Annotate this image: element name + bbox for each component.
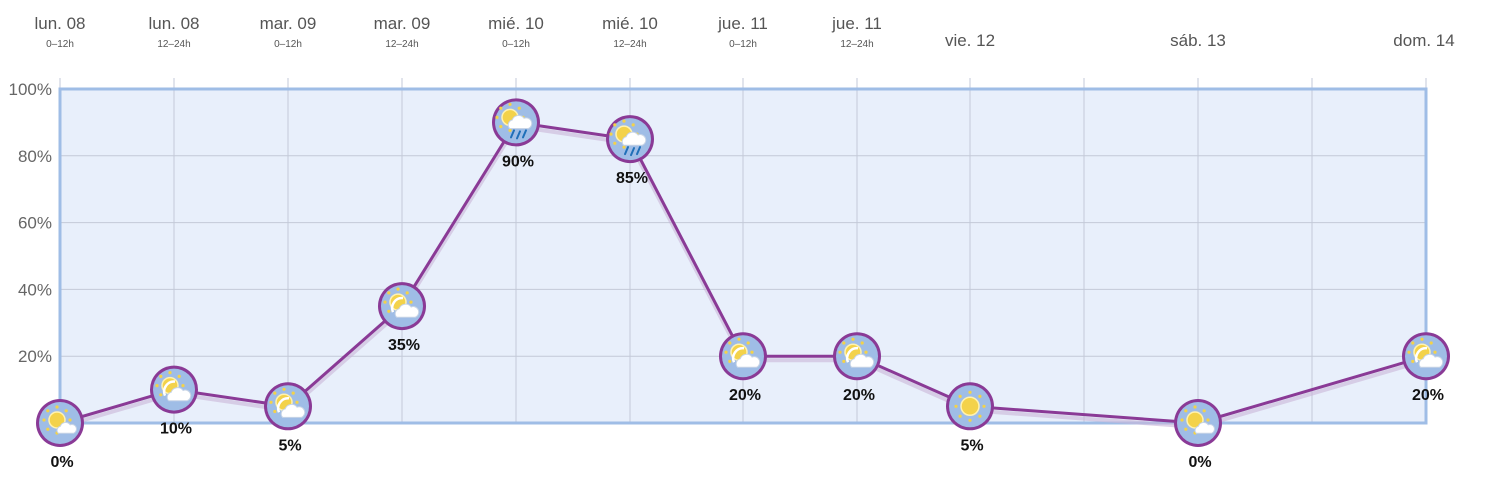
x-header-day: dom. 14 (1393, 31, 1454, 50)
sun-clouds-icon (719, 332, 767, 381)
y-tick-label: 40% (18, 280, 52, 299)
sun-clouds-icon (833, 332, 881, 381)
sun-cloud-icon (1174, 399, 1222, 447)
data-label: 5% (960, 437, 983, 454)
x-header-day: mar. 09 (260, 14, 317, 33)
data-label: 0% (1188, 454, 1211, 471)
sun-clouds-icon (264, 382, 312, 431)
data-label: 0% (50, 454, 73, 471)
plot-border (58, 87, 1428, 425)
x-header-period: 12–24h (157, 39, 190, 50)
x-header-period: 0–12h (274, 39, 302, 50)
x-header-period: 0–12h (502, 39, 530, 50)
sun-cloud-icon (36, 399, 84, 447)
x-header-day: mié. 10 (602, 14, 658, 33)
data-labels: 0% 10% 5% 35% 90% 85% 20% 20% 5% 0% 20% (50, 153, 1444, 471)
data-label: 85% (616, 170, 648, 187)
x-header-period: 0–12h (729, 39, 757, 50)
x-header-day: lun. 08 (148, 14, 199, 33)
sun-clouds-icon (1402, 332, 1450, 381)
x-header-day: lun. 08 (34, 14, 85, 33)
x-header-day: vie. 12 (945, 31, 995, 50)
sun-clouds-icon (378, 282, 426, 331)
grid-lines (59, 78, 1427, 423)
y-tick-label: 20% (18, 347, 52, 366)
x-header-period: 12–24h (385, 39, 418, 50)
data-label: 20% (843, 387, 875, 404)
sun-icon (946, 382, 994, 431)
sun-cloud-rain-icon (492, 98, 540, 147)
data-label: 5% (278, 437, 301, 454)
data-label: 20% (729, 387, 761, 404)
x-header-period: 12–24h (613, 39, 646, 50)
sun-clouds-icon (150, 365, 198, 414)
x-header-day: jue. 11 (831, 14, 882, 33)
data-label: 90% (502, 153, 534, 170)
data-label: 10% (160, 421, 192, 438)
x-header-period: 12–24h (840, 39, 873, 50)
sun-cloud-rain-icon (606, 115, 654, 164)
x-header-day: sáb. 13 (1170, 31, 1226, 50)
x-header-period: 0–12h (46, 39, 74, 50)
y-tick-label: 60% (18, 214, 52, 233)
data-label: 35% (388, 337, 420, 354)
data-label: 20% (1412, 387, 1444, 404)
y-axis-ticks: 020%40%60%80%100% (9, 80, 52, 433)
x-header-day: mar. 09 (374, 14, 431, 33)
x-axis-headers: lun. 08 0–12h lun. 08 12–24h mar. 09 0–12h mar… (34, 14, 1454, 50)
y-tick-label: 100% (9, 80, 52, 99)
x-header-day: jue. 11 (717, 14, 768, 33)
x-header-day: mié. 10 (488, 14, 544, 33)
y-tick-label: 80% (18, 147, 52, 166)
weather-markers (36, 98, 1450, 447)
